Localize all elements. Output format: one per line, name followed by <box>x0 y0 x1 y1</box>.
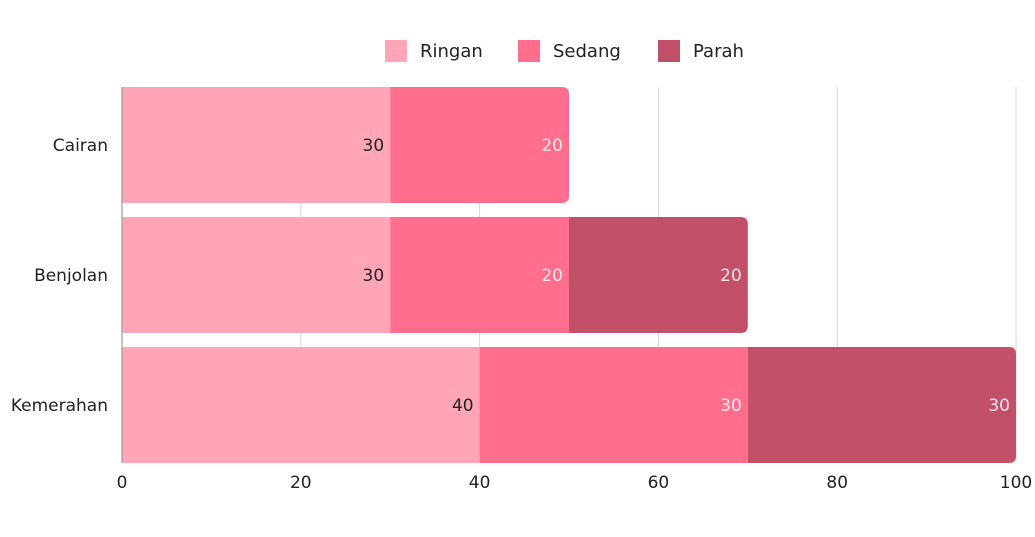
x-tick-label-0: 0 <box>117 473 128 493</box>
bar-kemerahan-ringan <box>122 347 480 463</box>
category-label-kemerahan: Kemerahan <box>11 396 108 416</box>
legend-label-sedang: Sedang <box>553 41 621 62</box>
x-tick-label-40: 40 <box>469 473 491 493</box>
category-label-cairan: Cairan <box>53 136 108 156</box>
data-label-cairan-sedang: 20 <box>541 136 563 156</box>
bar-benjolan-sedang <box>390 217 569 333</box>
x-tick-label-20: 20 <box>290 473 312 493</box>
category-label-benjolan: Benjolan <box>34 266 108 286</box>
data-label-benjolan-sedang: 20 <box>541 266 563 286</box>
data-label-benjolan-parah: 20 <box>720 266 742 286</box>
bar-benjolan-ringan <box>122 217 391 333</box>
bar-cairan-sedang <box>390 87 569 203</box>
bars <box>122 87 1016 463</box>
legend-label-ringan: Ringan <box>420 41 483 62</box>
data-labels: 30 20 30 20 20 40 30 30 <box>363 136 1010 416</box>
bar-kemerahan-sedang <box>479 347 748 463</box>
bar-cairan-ringan <box>122 87 391 203</box>
data-label-kemerahan-parah: 30 <box>988 396 1010 416</box>
data-label-kemerahan-ringan: 40 <box>452 396 474 416</box>
legend-swatch-sedang <box>518 40 540 62</box>
legend-label-parah: Parah <box>693 41 744 62</box>
data-label-cairan-ringan: 30 <box>363 136 385 156</box>
x-tick-label-60: 60 <box>648 473 670 493</box>
bar-kemerahan-parah <box>747 347 1016 463</box>
data-label-benjolan-ringan: 30 <box>363 266 385 286</box>
axes: Cairan Benjolan Kemerahan 0 20 40 60 80 100 <box>11 87 1032 493</box>
x-tick-label-100: 100 <box>1000 473 1032 493</box>
bar-benjolan-parah <box>569 217 748 333</box>
data-label-kemerahan-sedang: 30 <box>720 396 742 416</box>
legend-swatch-ringan <box>385 40 407 62</box>
legend: Ringan Sedang Parah <box>385 40 744 62</box>
x-tick-label-80: 80 <box>826 473 848 493</box>
legend-swatch-parah <box>658 40 680 62</box>
